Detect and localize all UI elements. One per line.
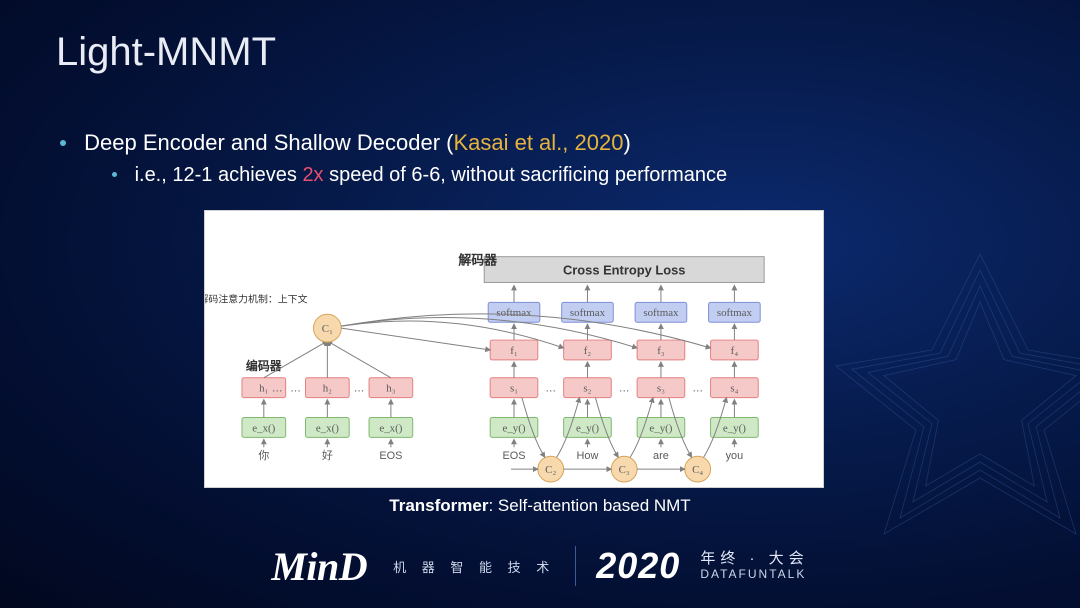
svg-text:h₃: h₃ [386,383,395,395]
highlight: 2x [302,164,323,186]
svg-text:f₁: f₁ [510,345,518,357]
logo-mind: MinD [271,543,367,590]
footer-year-top: 年终 · 大会 [700,551,808,568]
svg-text:…: … [354,383,365,395]
svg-text:C₃: C₃ [619,464,630,476]
footer-separator [575,546,576,586]
svg-text:f₂: f₂ [584,345,592,357]
svg-text:编码-解码注意力机制：上下文: 编码-解码注意力机制：上下文 [205,292,308,305]
svg-text:How: How [577,450,599,462]
svg-text:softmax: softmax [643,307,679,319]
architecture-diagram: 你 e_x() h₁ 好 e_x() h₂ EOS e_x() h₃ … … … 编码器 C₁ 编码-解码注… [204,210,824,488]
svg-text:…: … [290,383,301,395]
svg-text:softmax: softmax [717,307,753,319]
svg-text:s₁: s₁ [510,383,518,395]
svg-text:解码器: 解码器 [458,253,498,268]
svg-text:e_y(): e_y() [723,422,746,434]
svg-text:softmax: softmax [570,307,606,319]
svg-text:好: 好 [322,448,333,462]
bullet-main-text-post: ) [623,130,630,155]
caption-bold: Transformer [389,496,488,515]
bullet-sub: i.e., 12-1 achieves 2x speed of 6-6, wit… [112,162,1040,189]
svg-text:h₂: h₂ [323,383,332,395]
footer-year-side: 年终 · 大会 DATAFUNTALK [700,551,808,581]
svg-text:you: you [726,450,744,462]
bullet-sub-text-post: speed of 6-6, without sacrificing perfor… [324,164,728,186]
bullet-list: Deep Encoder and Shallow Decoder (Kasai … [60,128,1040,189]
bullet-dot-icon [60,140,66,146]
bullet-dot-icon [112,172,117,177]
svg-text:C₄: C₄ [692,464,703,476]
svg-text:h₁: h₁ [259,383,268,395]
svg-text:Cross Entropy Loss: Cross Entropy Loss [563,263,685,278]
svg-text:编码器: 编码器 [246,359,283,373]
svg-text:e_y(): e_y() [649,422,672,434]
svg-text:s₃: s₃ [657,383,665,395]
svg-text:e_x(): e_x() [252,422,275,434]
svg-text:…: … [619,383,630,395]
slide-title: Light-MNMT [56,30,276,75]
svg-text:are: are [653,450,669,462]
svg-text:EOS: EOS [502,450,525,462]
svg-text:softmax: softmax [496,307,532,319]
svg-text:e_y(): e_y() [576,422,599,434]
svg-text:…: … [272,383,283,395]
svg-text:你: 你 [258,449,269,462]
svg-text:s₂: s₂ [583,383,591,395]
caption-rest: : Self-attention based NMT [488,496,690,515]
bullet-sub-text: i.e., 12-1 achieves [135,164,303,186]
svg-text:f₄: f₄ [731,345,739,357]
bullet-main-text: Deep Encoder and Shallow Decoder ( [84,130,453,155]
svg-text:C₁: C₁ [322,323,333,335]
footer-year-bot: DATAFUNTALK [700,568,808,581]
logo-subtitle: 机 器 智 能 技 术 [393,557,555,576]
svg-text:C₂: C₂ [545,464,556,476]
diagram-caption: Transformer: Self-attention based NMT [0,496,1080,516]
svg-text:…: … [545,383,556,395]
svg-text:f₃: f₃ [657,345,665,357]
svg-text:e_x(): e_x() [379,422,402,434]
svg-text:s₄: s₄ [730,383,738,395]
svg-text:…: … [692,383,703,395]
footer: MinD 机 器 智 能 技 术 2020 年终 · 大会 DATAFUNTAL… [0,534,1080,598]
bullet-main: Deep Encoder and Shallow Decoder (Kasai … [60,128,1040,158]
svg-text:e_x(): e_x() [316,422,339,434]
svg-text:e_y(): e_y() [502,422,525,434]
svg-text:EOS: EOS [379,450,402,462]
citation: Kasai et al., 2020 [453,130,623,155]
footer-year: 2020 [596,545,680,587]
